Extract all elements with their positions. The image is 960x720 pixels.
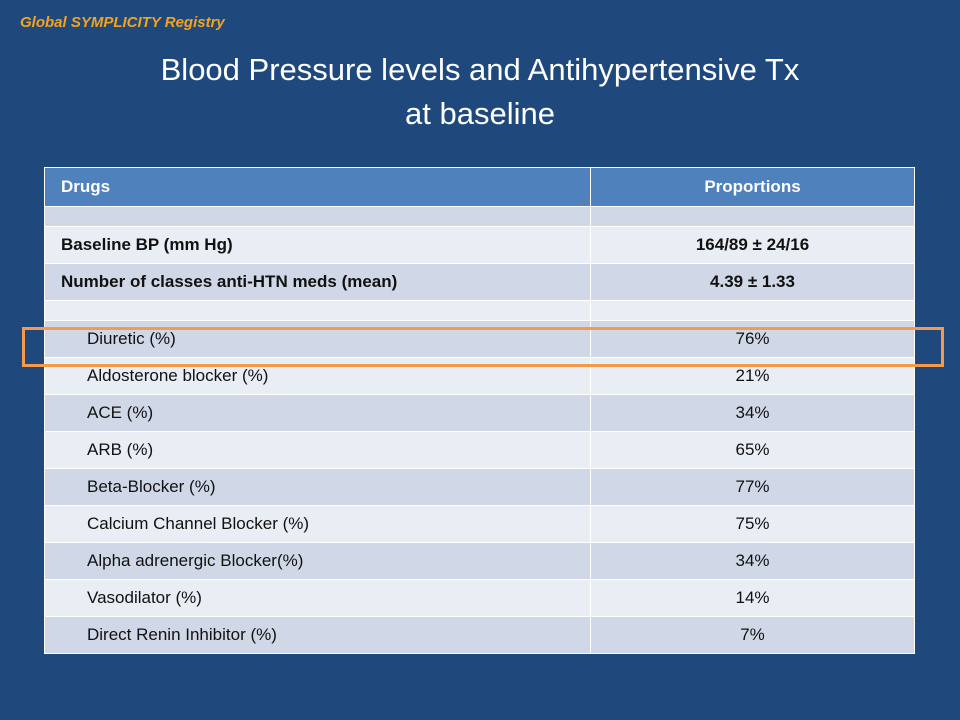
table-row-drug: Calcium Channel Blocker (%) 75% [44, 505, 915, 543]
table-spacer-row [44, 300, 915, 321]
drug-label: ARB (%) [44, 431, 591, 469]
page-title: Blood Pressure levels and Antihypertensi… [0, 48, 960, 136]
drug-proportion: 34% [590, 542, 915, 580]
drug-proportion: 21% [590, 357, 915, 395]
table-cell-empty [590, 300, 915, 321]
table-row-num-classes: Number of classes anti-HTN meds (mean) 4… [44, 263, 915, 301]
table-row-drug: Beta-Blocker (%) 77% [44, 468, 915, 506]
drugs-table: Drugs Proportions Baseline BP (mm Hg) 16… [44, 167, 915, 654]
drug-label: Aldosterone blocker (%) [44, 357, 591, 395]
drug-label: Diuretic (%) [44, 320, 591, 358]
table-row-drug: Diuretic (%) 76% [44, 320, 915, 358]
row-label-baseline-bp: Baseline BP (mm Hg) [44, 226, 591, 264]
column-header-proportions: Proportions [590, 167, 915, 207]
drug-label: Alpha adrenergic Blocker(%) [44, 542, 591, 580]
drug-proportion: 77% [590, 468, 915, 506]
table-row-drug: ACE (%) 34% [44, 394, 915, 432]
table-cell-empty [590, 206, 915, 227]
table-row-baseline-bp: Baseline BP (mm Hg) 164/89 ± 24/16 [44, 226, 915, 264]
drug-label: ACE (%) [44, 394, 591, 432]
table-cell-empty [44, 206, 591, 227]
table-spacer-row [44, 206, 915, 227]
drug-label: Calcium Channel Blocker (%) [44, 505, 591, 543]
drug-proportion: 7% [590, 616, 915, 654]
table-row-drug: Alpha adrenergic Blocker(%) 34% [44, 542, 915, 580]
drug-proportion: 14% [590, 579, 915, 617]
table-header-row: Drugs Proportions [44, 167, 915, 207]
drug-proportion: 75% [590, 505, 915, 543]
row-value-baseline-bp: 164/89 ± 24/16 [590, 226, 915, 264]
table-row-drug: Direct Renin Inhibitor (%) 7% [44, 616, 915, 654]
page-title-line-1: Blood Pressure levels and Antihypertensi… [160, 52, 800, 87]
page-title-line-2: at baseline [405, 96, 555, 131]
registry-label: Global SYMPLICITY Registry [20, 14, 225, 31]
drug-proportion: 65% [590, 431, 915, 469]
drug-proportion: 34% [590, 394, 915, 432]
drug-label: Beta-Blocker (%) [44, 468, 591, 506]
row-label-num-classes: Number of classes anti-HTN meds (mean) [44, 263, 591, 301]
column-header-drugs: Drugs [44, 167, 591, 207]
row-value-num-classes: 4.39 ± 1.33 [590, 263, 915, 301]
drug-proportion: 76% [590, 320, 915, 358]
table-cell-empty [44, 300, 591, 321]
drug-label: Direct Renin Inhibitor (%) [44, 616, 591, 654]
table-row-drug: Vasodilator (%) 14% [44, 579, 915, 617]
table-row-drug: ARB (%) 65% [44, 431, 915, 469]
drug-label: Vasodilator (%) [44, 579, 591, 617]
drugs-table-container: Drugs Proportions Baseline BP (mm Hg) 16… [44, 167, 915, 654]
table-row-drug: Aldosterone blocker (%) 21% [44, 357, 915, 395]
